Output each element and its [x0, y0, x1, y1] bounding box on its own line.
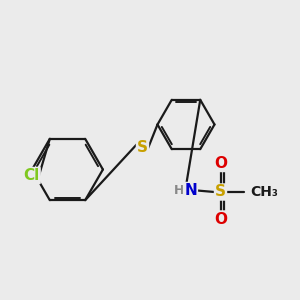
Text: N: N: [184, 183, 197, 198]
Text: CH₃: CH₃: [250, 185, 278, 199]
Text: O: O: [214, 212, 227, 226]
Text: S: S: [215, 184, 226, 200]
Text: Cl: Cl: [23, 168, 40, 183]
Text: S: S: [137, 140, 148, 154]
Text: O: O: [214, 156, 227, 171]
Text: H: H: [174, 184, 184, 197]
